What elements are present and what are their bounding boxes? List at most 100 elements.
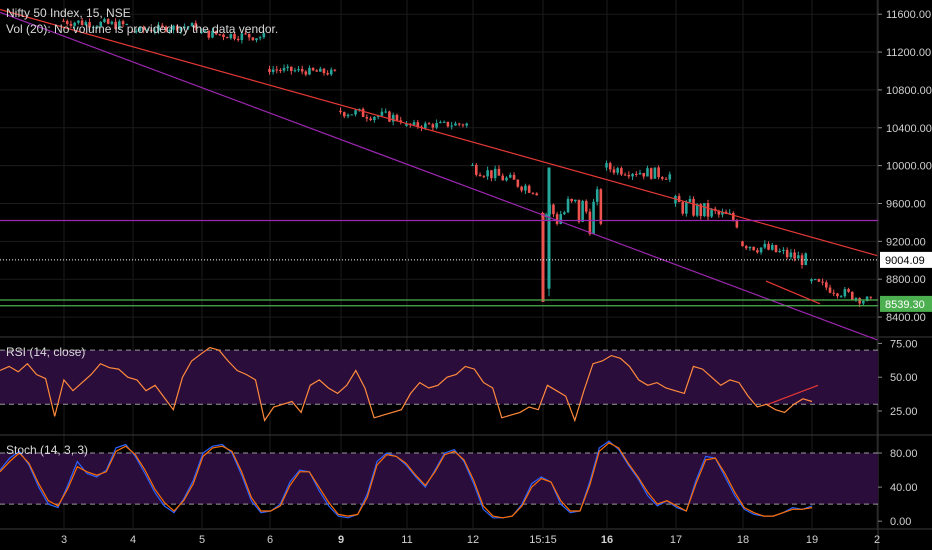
- candle-body: [73, 22, 76, 26]
- candle-body: [756, 250, 759, 253]
- candle-body: [620, 168, 623, 175]
- candle-body: [236, 38, 240, 40]
- candle-body: [668, 174, 672, 180]
- candle-body: [778, 250, 782, 253]
- candle-body: [457, 123, 461, 125]
- candle-body: [516, 179, 520, 187]
- candle-body: [157, 25, 160, 31]
- stoch-series-line: [0, 440, 813, 519]
- candle-body: [541, 212, 545, 302]
- candle-body: [623, 174, 627, 176]
- candle-body: [482, 176, 486, 178]
- candle-body: [342, 112, 346, 117]
- candle-body: [612, 169, 616, 173]
- candle-body: [84, 22, 88, 26]
- candle-body: [142, 27, 145, 31]
- candle-body: [329, 69, 333, 75]
- candle-body: [121, 21, 125, 25]
- candle-body: [692, 198, 695, 216]
- candle-body: [207, 30, 211, 38]
- price-tick-label: 10000.00: [886, 161, 932, 173]
- candle-body: [674, 195, 677, 204]
- candle-body: [847, 289, 850, 292]
- candle-body: [642, 172, 646, 177]
- candle-body: [164, 26, 168, 32]
- candle-body: [559, 214, 563, 224]
- candle-body: [703, 203, 706, 217]
- candle-body: [326, 73, 329, 75]
- candle-body: [175, 25, 179, 31]
- price-tick-label: 11600.00: [886, 9, 931, 21]
- candle-body: [810, 279, 813, 282]
- candle-body: [685, 202, 688, 214]
- candle-body: [774, 244, 778, 253]
- candle-body: [793, 252, 796, 259]
- candle-body: [731, 212, 735, 221]
- candle-body: [653, 167, 657, 179]
- candle-body: [520, 186, 523, 191]
- time-tick-label: 18: [737, 534, 749, 546]
- candle-body: [275, 69, 279, 71]
- time-tick-label: 17: [670, 534, 682, 546]
- candle-body: [813, 279, 817, 281]
- candle-body: [446, 121, 450, 127]
- stoch-series-line: [0, 442, 813, 519]
- candle-body: [699, 204, 703, 217]
- candle-body: [293, 70, 297, 72]
- candle-body: [695, 204, 699, 216]
- candle-body: [311, 67, 315, 71]
- candle-body: [346, 114, 350, 117]
- time-tick-label: 9: [338, 534, 344, 546]
- candle-body: [244, 33, 247, 35]
- candle-body: [661, 177, 664, 179]
- candle-body: [247, 33, 251, 38]
- candle-body: [255, 38, 258, 41]
- candle-body: [435, 123, 438, 128]
- candle-body: [677, 195, 681, 203]
- candle-body: [99, 22, 103, 27]
- price-label: 8539.30: [885, 299, 925, 311]
- candle-body: [125, 24, 129, 26]
- candle-body: [865, 296, 869, 301]
- candle-body: [681, 202, 685, 214]
- candle-body: [710, 208, 713, 217]
- candle-body: [315, 70, 319, 72]
- time-tick-label: 3: [61, 534, 67, 546]
- candle-body: [584, 201, 588, 212]
- candle-body: [763, 243, 767, 248]
- candle-body: [168, 29, 172, 32]
- candle-body: [839, 296, 843, 298]
- price-label-box: [880, 251, 932, 268]
- time-tick-label: 4: [130, 534, 136, 546]
- candle-body: [308, 67, 311, 75]
- candle-body: [577, 199, 581, 222]
- candle-body: [717, 210, 721, 215]
- candle-body: [759, 247, 763, 253]
- candle-body: [782, 249, 785, 251]
- candle-body: [365, 116, 369, 119]
- candle-body: [289, 66, 293, 71]
- purple-channel-line: [0, 11, 878, 341]
- rsi-tick-label: 75.00: [890, 338, 918, 350]
- candle-body: [555, 214, 559, 224]
- candle-body: [588, 211, 592, 235]
- candle-body: [361, 108, 365, 117]
- candle-body: [251, 37, 255, 41]
- candle-body: [427, 123, 431, 125]
- candle-body: [574, 199, 577, 202]
- candle-body: [657, 167, 660, 178]
- candle-body: [114, 21, 117, 29]
- candle-body: [380, 111, 384, 116]
- candle-body: [240, 33, 244, 40]
- candle-body: [828, 287, 832, 293]
- candle-body: [233, 33, 236, 39]
- candle-body: [77, 20, 80, 23]
- candle-body: [744, 246, 748, 249]
- candle-body: [271, 69, 275, 73]
- candle-body: [490, 170, 493, 179]
- candle-body: [721, 211, 724, 215]
- candle-body: [194, 23, 198, 28]
- candle-body: [297, 69, 300, 71]
- candle-body: [486, 170, 489, 177]
